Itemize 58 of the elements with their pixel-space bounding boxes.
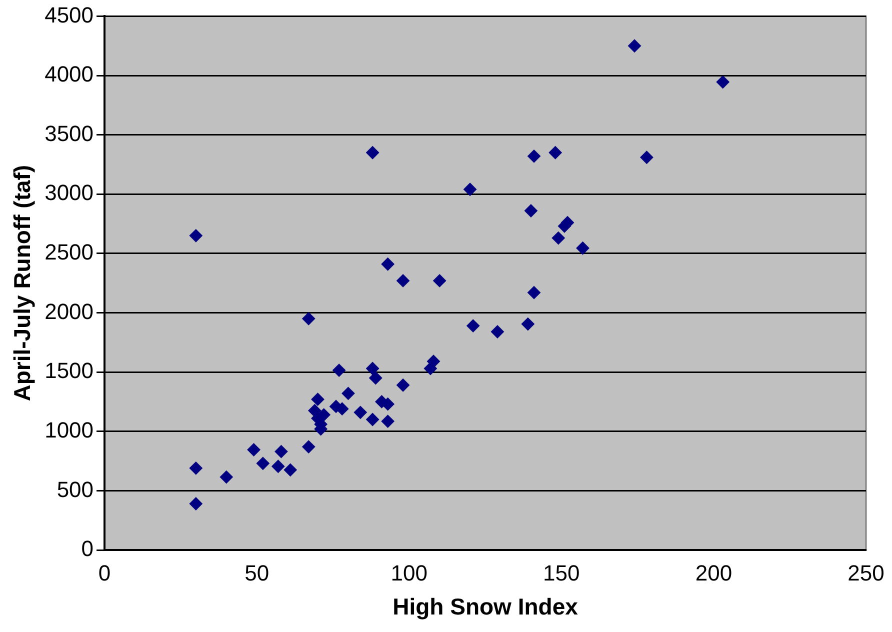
point: [189, 497, 202, 510]
point: [189, 462, 202, 475]
point: [354, 406, 367, 419]
y-tick-label: 2000: [44, 298, 94, 324]
point: [628, 39, 642, 52]
point: [396, 274, 410, 288]
point: [366, 413, 380, 426]
point: [189, 229, 202, 242]
point: [548, 146, 562, 160]
point: [220, 470, 233, 484]
point: [640, 150, 654, 164]
y-tick-label: 1000: [44, 417, 94, 442]
point: [576, 242, 590, 255]
point: [426, 354, 440, 368]
x-tick-label: 200: [695, 560, 732, 586]
y-tick-label: 1500: [44, 358, 94, 384]
point: [524, 204, 538, 218]
point: [342, 386, 355, 400]
point: [311, 392, 324, 406]
y-tick-label: 4000: [44, 62, 94, 87]
point: [317, 408, 330, 422]
y-tick-label: 4500: [44, 2, 94, 28]
point: [272, 460, 285, 473]
point: [552, 232, 565, 245]
point: [381, 414, 394, 428]
y-axis-title: April-July Runoff (taf): [9, 164, 36, 402]
point: [284, 463, 297, 476]
x-tick-label: 150: [543, 560, 580, 586]
point: [256, 456, 270, 470]
y-tick-label: 3000: [44, 180, 94, 206]
point: [464, 182, 477, 196]
x-axis-title: High Snow Index: [392, 594, 578, 620]
point: [528, 286, 541, 300]
y-tick-label: 2500: [44, 240, 94, 265]
point: [490, 325, 504, 338]
x-tick-label: 100: [390, 560, 428, 586]
point: [366, 362, 380, 376]
point: [274, 445, 288, 458]
point: [302, 312, 316, 326]
point: [336, 402, 349, 416]
point: [332, 364, 346, 377]
y-tick-label: 3500: [44, 120, 94, 146]
point: [369, 372, 382, 384]
y-tick-label: 500: [56, 476, 94, 502]
point: [396, 378, 410, 392]
x-tick-label: 250: [848, 560, 884, 586]
point: [521, 318, 534, 331]
point: [366, 146, 380, 160]
x-tick-label: 50: [244, 560, 270, 586]
y-tick-label: 0: [81, 536, 94, 562]
point: [247, 443, 260, 456]
x-tick-label: 0: [98, 560, 111, 586]
point: [381, 258, 394, 271]
point: [302, 440, 316, 454]
point: [716, 76, 730, 89]
point: [528, 150, 541, 163]
point: [433, 274, 446, 288]
point: [466, 319, 480, 332]
